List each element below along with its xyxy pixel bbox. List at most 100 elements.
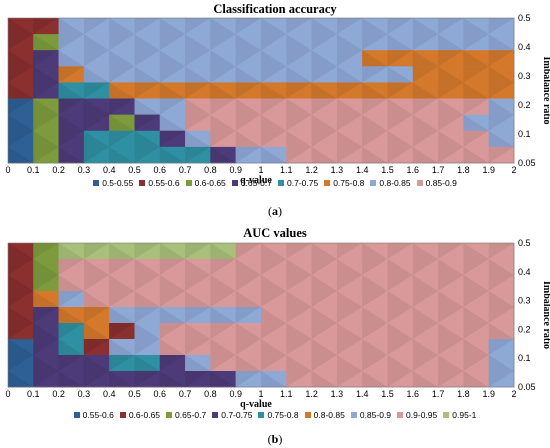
heatmap-facet bbox=[412, 98, 439, 115]
heatmap-facet bbox=[336, 339, 363, 355]
heatmap-facet bbox=[412, 355, 439, 371]
heatmap-facet bbox=[235, 339, 261, 355]
heatmap-facet bbox=[134, 243, 160, 259]
heatmap-facet bbox=[362, 307, 388, 323]
heatmap-facet bbox=[311, 291, 337, 307]
heatmap-facet bbox=[83, 82, 110, 99]
heatmap-facet bbox=[83, 371, 110, 387]
heatmap-facet bbox=[134, 34, 160, 51]
y-tick-label: 0.05 bbox=[518, 382, 536, 392]
heatmap-facet bbox=[261, 34, 287, 51]
x-tick-label: 1.9 bbox=[482, 389, 495, 399]
legend-item: 0.75-0.8 bbox=[324, 178, 364, 188]
heatmap-facet bbox=[261, 371, 287, 387]
heatmap-facet bbox=[58, 371, 84, 387]
heatmap-facet bbox=[463, 34, 489, 51]
heatmap-facet bbox=[311, 34, 337, 51]
legend: 0.55-0.6 0.6-0.65 0.65-0.7 0.7-0.75 0.75-0.8… bbox=[40, 410, 510, 420]
heatmap-facet bbox=[185, 18, 211, 35]
legend-swatch bbox=[139, 180, 146, 186]
heatmap-facet bbox=[210, 34, 236, 51]
heatmap-facet bbox=[336, 114, 363, 131]
heatmap-facet bbox=[134, 291, 160, 307]
heatmap-facet bbox=[336, 66, 363, 83]
heatmap-facet bbox=[261, 82, 287, 99]
heatmap-facet bbox=[286, 323, 312, 339]
heatmap-facet bbox=[33, 339, 59, 355]
plot-frame bbox=[7, 242, 515, 388]
heatmap-facet bbox=[210, 355, 236, 371]
heatmap-facet bbox=[33, 371, 59, 387]
legend-label: 0.9-0.95 bbox=[406, 410, 438, 420]
heatmap-facet bbox=[235, 130, 261, 147]
legend-swatch bbox=[119, 412, 126, 418]
heatmap-facet bbox=[159, 355, 186, 371]
heatmap-facet bbox=[33, 146, 59, 163]
heatmap-facet bbox=[210, 323, 236, 339]
x-tick-label: 0.2 bbox=[52, 389, 65, 399]
heatmap-facet bbox=[261, 114, 287, 131]
heatmap-facet bbox=[261, 98, 287, 115]
heatmap-facet bbox=[463, 114, 489, 131]
heatmap-facet bbox=[58, 50, 84, 67]
heatmap-facet bbox=[286, 291, 312, 307]
heatmap-facet bbox=[83, 146, 110, 163]
heatmap-facet bbox=[362, 50, 388, 67]
heatmap-facet bbox=[134, 98, 160, 115]
heatmap-facet bbox=[33, 50, 59, 67]
heatmap-facet bbox=[387, 323, 413, 339]
heatmap-facet bbox=[336, 50, 363, 67]
heatmap-facet bbox=[58, 66, 84, 83]
legend-swatch bbox=[231, 180, 238, 186]
x-tick-label: 0.2 bbox=[52, 165, 65, 175]
heatmap-facet bbox=[235, 114, 261, 131]
heatmap-facet bbox=[488, 275, 514, 291]
heatmap-facet bbox=[387, 18, 413, 35]
heatmap-facet bbox=[336, 355, 363, 371]
y-tick-label: 0.3 bbox=[518, 71, 531, 81]
heatmap-facet bbox=[286, 34, 312, 51]
heatmap-facet bbox=[235, 82, 261, 99]
heatmap-facet bbox=[311, 307, 337, 323]
heatmap-facet bbox=[33, 291, 59, 307]
heatmap-facet bbox=[412, 18, 439, 35]
legend-label: 0.75-0.8 bbox=[267, 410, 299, 420]
x-tick-label: 1.1 bbox=[280, 389, 293, 399]
heatmap-facet bbox=[235, 275, 261, 291]
y-tick-label: 0.3 bbox=[518, 296, 531, 306]
chart-classification-accuracy: 0 0.1 0.2 0.3 0.4 0.5 0.6 0.7 0.8 0.9 1 1.1 1.2 1.3 1.… bbox=[5, 13, 550, 186]
heatmap-facet bbox=[311, 323, 337, 339]
heatmap-facet bbox=[159, 259, 186, 275]
heatmap-facet bbox=[438, 98, 464, 115]
heatmap-facet bbox=[83, 339, 110, 355]
legend-label: 0.7-0.75 bbox=[287, 178, 319, 188]
heatmap-facet bbox=[412, 130, 439, 147]
x-tick-label: 0.8 bbox=[204, 389, 217, 399]
heatmap-facet bbox=[438, 66, 464, 83]
heatmap-facet bbox=[488, 98, 514, 115]
y-tick-label: 0.05 bbox=[518, 158, 536, 168]
heatmap-facet bbox=[463, 355, 489, 371]
x-tick-label: 0.7 bbox=[179, 165, 192, 175]
heatmap-facet bbox=[438, 307, 464, 323]
heatmap-facet bbox=[210, 371, 236, 387]
heatmap-facet bbox=[235, 50, 261, 67]
heatmap-facet bbox=[58, 34, 84, 51]
y-tick-label: 0.4 bbox=[518, 42, 531, 52]
legend-label: 0.85-0.9 bbox=[425, 178, 457, 188]
heatmap-facet bbox=[261, 307, 287, 323]
heatmap-facet bbox=[33, 355, 59, 371]
heatmap-facet bbox=[58, 355, 84, 371]
heatmap-facet bbox=[58, 130, 84, 147]
heatmap-facet bbox=[412, 66, 439, 83]
heatmap-facet bbox=[336, 243, 363, 259]
x-tick-label: 1.3 bbox=[331, 389, 344, 399]
legend-swatch bbox=[304, 412, 311, 418]
heatmap-facet bbox=[387, 243, 413, 259]
heatmap-facet bbox=[286, 114, 312, 131]
heatmap-facet bbox=[8, 66, 34, 83]
heatmap-facet bbox=[235, 371, 261, 387]
heatmap-facet bbox=[185, 275, 211, 291]
legend-item: 0.8-0.85 bbox=[370, 178, 411, 188]
heatmap-facet bbox=[8, 243, 34, 259]
